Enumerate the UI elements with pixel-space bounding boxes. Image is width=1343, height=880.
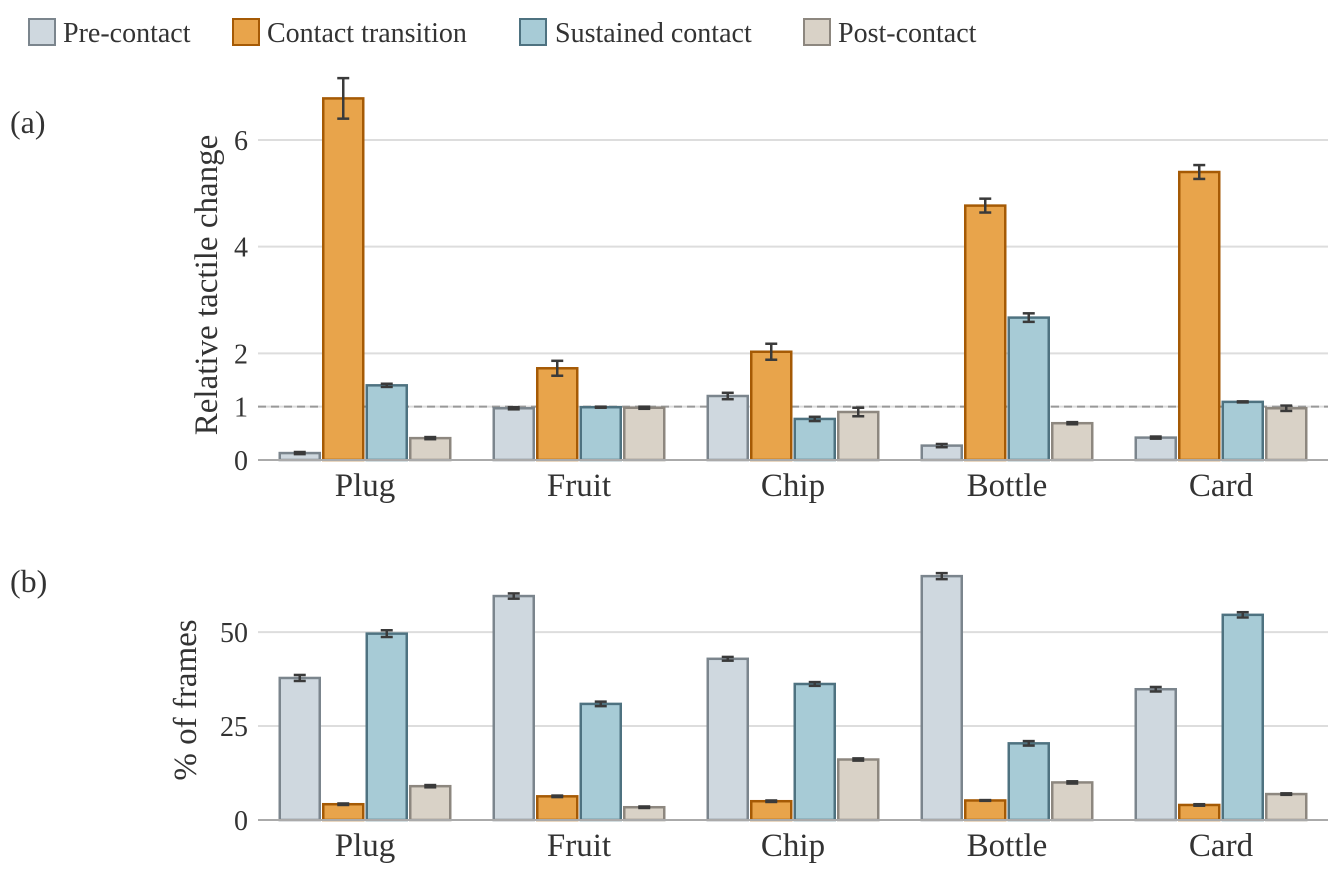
bar-a-chip-contact-transition	[750, 350, 793, 462]
bar-b-fruit-contact-transition	[536, 795, 579, 822]
bar-b-plug-pre-contact	[278, 676, 321, 822]
panel-b-plot: 0 25 50 Plug Fruit Chip Bottle Card	[220, 571, 1328, 864]
category-label-b-plug: Plug	[335, 828, 396, 864]
bar-a-fruit-contact-transition	[536, 367, 579, 462]
bar-b-card-pre-contact	[1134, 687, 1177, 822]
bar-a-card-sustained-contact	[1221, 400, 1264, 462]
y-tick-label-a-4: 4	[234, 233, 248, 264]
legend-swatch-contact-transition	[232, 18, 260, 46]
bar-b-bottle-contact-transition	[964, 799, 1007, 822]
y-axis-title-a: Relative tactile change	[189, 135, 225, 436]
category-label-a-chip: Chip	[761, 468, 825, 504]
legend: Pre-contact Contact transition Sustained…	[28, 18, 977, 49]
category-label-a-fruit: Fruit	[547, 468, 611, 504]
bar-b-chip-sustained-contact	[793, 682, 836, 822]
bar-a-card-post-contact	[1265, 407, 1308, 462]
legend-label-pre-contact: Pre-contact	[63, 18, 191, 49]
bar-a-card-contact-transition	[1178, 170, 1221, 462]
legend-swatch-sustained-contact	[519, 18, 547, 46]
bar-b-bottle-pre-contact	[920, 574, 963, 822]
y-tick-label-b-0: 0	[234, 806, 248, 837]
bar-a-plug-post-contact	[409, 436, 452, 462]
bar-b-chip-post-contact	[837, 758, 880, 822]
category-label-b-bottle: Bottle	[967, 828, 1048, 864]
panel-label-a: (a)	[10, 104, 46, 140]
panel-label-b: (b)	[10, 563, 47, 599]
category-label-a-bottle: Bottle	[967, 468, 1048, 504]
bar-b-card-post-contact	[1265, 792, 1308, 822]
y-axis-title-b: % of frames	[168, 619, 204, 780]
bar-b-chip-contact-transition	[750, 799, 793, 822]
y-tick-label-a-6: 6	[234, 126, 248, 157]
category-label-b-fruit: Fruit	[547, 828, 611, 864]
bar-a-fruit-post-contact	[623, 406, 666, 462]
bar-a-chip-post-contact	[837, 410, 880, 462]
bar-b-fruit-sustained-contact	[579, 702, 622, 822]
bar-a-bottle-contact-transition	[964, 204, 1007, 462]
bar-a-chip-pre-contact	[706, 394, 749, 462]
category-label-b-card: Card	[1189, 828, 1254, 864]
bar-b-plug-post-contact	[409, 784, 452, 822]
bar-a-card-pre-contact	[1134, 436, 1177, 462]
legend-swatch-pre-contact	[28, 18, 56, 46]
panel-a-plot: 0 1 2 4 6 Plug Fruit Chip Bottle Card	[234, 76, 1328, 504]
bar-b-plug-contact-transition	[322, 802, 365, 822]
legend-label-post-contact: Post-contact	[838, 18, 977, 49]
y-tick-label-a-0: 0	[234, 446, 248, 477]
bar-b-plug-sustained-contact	[365, 632, 408, 822]
y-tick-label-b-50: 50	[220, 618, 248, 649]
legend-label-sustained-contact: Sustained contact	[555, 18, 752, 49]
legend-swatch-post-contact	[803, 18, 831, 46]
bar-a-bottle-post-contact	[1051, 421, 1094, 462]
bar-a-bottle-sustained-contact	[1007, 316, 1050, 462]
category-label-a-plug: Plug	[335, 468, 396, 504]
bar-a-plug-sustained-contact	[365, 384, 408, 462]
category-label-b-chip: Chip	[761, 828, 825, 864]
bar-b-bottle-post-contact	[1051, 781, 1094, 822]
bar-a-fruit-pre-contact	[492, 407, 535, 462]
bar-b-bottle-sustained-contact	[1007, 742, 1050, 822]
bar-b-card-sustained-contact	[1221, 613, 1264, 822]
y-tick-label-a-2: 2	[234, 339, 248, 370]
y-tick-label-b-25: 25	[220, 712, 248, 743]
bar-b-fruit-pre-contact	[492, 594, 535, 822]
bar-a-chip-sustained-contact	[793, 417, 836, 462]
category-label-a-card: Card	[1189, 468, 1254, 504]
bar-a-fruit-sustained-contact	[579, 405, 622, 462]
y-tick-label-a-1: 1	[234, 393, 248, 424]
bar-b-chip-pre-contact	[706, 657, 749, 822]
bar-a-plug-contact-transition	[322, 97, 365, 462]
bar-b-card-contact-transition	[1178, 803, 1221, 822]
legend-label-contact-transition: Contact transition	[267, 18, 467, 49]
